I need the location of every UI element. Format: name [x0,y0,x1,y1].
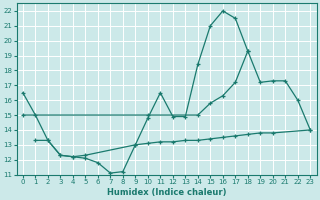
X-axis label: Humidex (Indice chaleur): Humidex (Indice chaleur) [107,188,226,197]
